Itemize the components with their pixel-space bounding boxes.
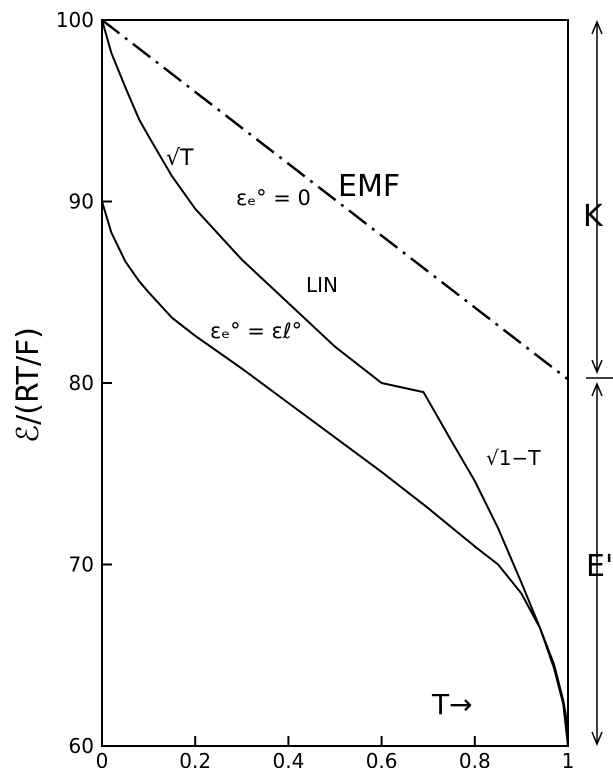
label-eps-equal: εₑ° = εℓ° <box>210 319 302 343</box>
x-tick-label-4: 0.8 <box>459 749 491 768</box>
x-axis-title: T→ <box>431 688 473 721</box>
label-sqrt-1-minus-t: √1−T <box>486 446 541 470</box>
x-tick-label-3: 0.6 <box>366 749 398 768</box>
y-tick-label-2: 80 <box>69 371 94 395</box>
e-prime-bracket <box>591 382 603 746</box>
k-bracket <box>586 20 613 379</box>
label-e-prime: E' <box>586 549 613 584</box>
label-eps-zero: εₑ° = 0 <box>236 186 311 210</box>
y-tick-label-4: 100 <box>56 8 94 32</box>
series-group <box>101 19 569 747</box>
axis-ticks: 60 70 80 90 100 0 0.2 0.4 0.6 0.8 1 <box>56 8 575 768</box>
series-line-2 <box>101 201 569 747</box>
x-tick-label-1: 0.2 <box>179 749 211 768</box>
label-sqrt-t: √T <box>166 146 194 171</box>
x-tick-label-2: 0.4 <box>272 749 304 768</box>
plot-frame <box>101 19 569 747</box>
label-emf: EMF <box>338 169 400 204</box>
y-tick-label-0: 60 <box>69 734 94 758</box>
series-line-1 <box>101 19 569 729</box>
series-line-0 <box>101 19 569 381</box>
y-tick-label-3: 90 <box>69 190 94 214</box>
x-tick-label-0: 0 <box>96 749 109 768</box>
y-tick-label-1: 70 <box>69 553 94 577</box>
x-tick-label-5: 1 <box>562 749 575 768</box>
label-lin: LIN <box>306 273 338 297</box>
label-k: K <box>583 199 604 234</box>
y-axis-title: ℰ/(RT/F) <box>11 327 46 443</box>
